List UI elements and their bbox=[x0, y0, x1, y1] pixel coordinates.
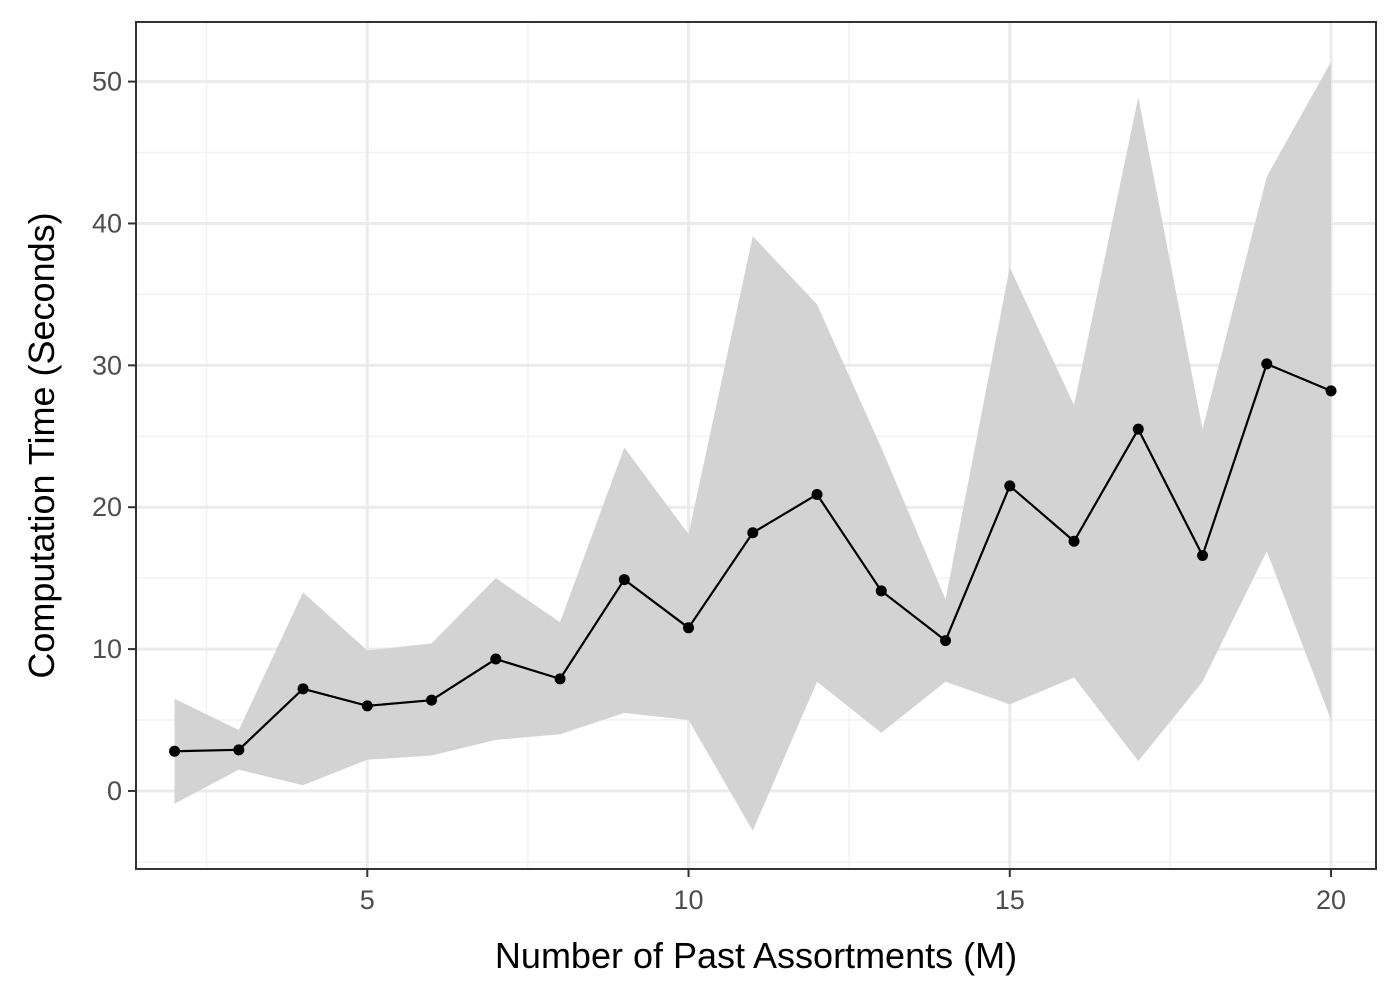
confidence-ribbon bbox=[174, 61, 1332, 831]
data-point bbox=[940, 635, 952, 647]
x-tick-label: 20 bbox=[1316, 885, 1346, 915]
x-tick-label: 10 bbox=[674, 885, 704, 915]
point-layer bbox=[169, 358, 1337, 757]
data-point bbox=[618, 574, 630, 586]
data-point bbox=[1197, 549, 1209, 561]
data-point bbox=[169, 745, 181, 757]
data-point bbox=[1132, 423, 1144, 435]
y-tick-label: 10 bbox=[92, 634, 122, 664]
x-tick-label: 15 bbox=[995, 885, 1025, 915]
data-point bbox=[1261, 358, 1273, 370]
data-point bbox=[361, 700, 373, 712]
x-tick-label: 5 bbox=[360, 885, 375, 915]
y-axis-title: Computation Time (Seconds) bbox=[21, 212, 62, 678]
data-point bbox=[1325, 385, 1337, 397]
y-tick-label: 20 bbox=[92, 492, 122, 522]
y-tick-label: 50 bbox=[92, 67, 122, 97]
data-point bbox=[811, 488, 823, 500]
x-axis-title: Number of Past Assortments (M) bbox=[495, 935, 1017, 976]
panel-border bbox=[135, 21, 1377, 870]
data-point bbox=[683, 622, 695, 634]
y-axis: 0 10 20 30 40 50 bbox=[92, 67, 136, 806]
data-point bbox=[747, 527, 759, 539]
data-point bbox=[554, 673, 566, 685]
data-point bbox=[297, 683, 309, 695]
ribbon-layer bbox=[174, 61, 1332, 831]
data-point bbox=[490, 653, 502, 665]
x-axis: 5 10 15 20 bbox=[360, 869, 1346, 915]
data-point bbox=[426, 694, 438, 706]
data-point bbox=[1068, 535, 1080, 547]
y-tick-label: 40 bbox=[92, 208, 122, 238]
data-point bbox=[1004, 480, 1016, 492]
data-point bbox=[233, 744, 245, 756]
data-point bbox=[875, 585, 887, 597]
y-tick-label: 30 bbox=[92, 350, 122, 380]
y-tick-label: 0 bbox=[107, 776, 122, 806]
